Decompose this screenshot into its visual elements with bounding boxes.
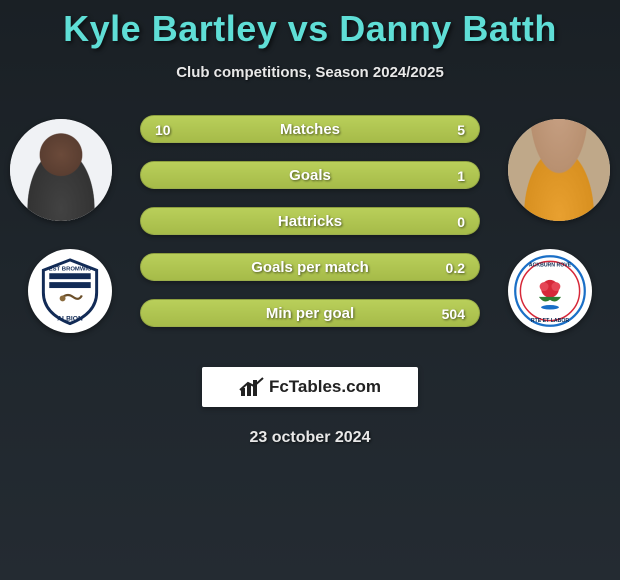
svg-text:ALBION: ALBION	[57, 316, 83, 323]
stat-label: Matches	[141, 116, 479, 142]
person-silhouette-icon	[10, 119, 112, 221]
site-brand-badge: FcTables.com	[202, 367, 418, 407]
bar-chart-icon	[239, 376, 265, 398]
comparison-panel: EST BROMWIC ALBION ACKBURN ROVE RTE ET L…	[0, 109, 620, 359]
stat-label: Goals per match	[141, 254, 479, 280]
stat-right-value: 5	[457, 116, 465, 142]
svg-text:RTE ET LABOR: RTE ET LABOR	[531, 318, 569, 324]
svg-text:EST BROMWIC: EST BROMWIC	[49, 266, 92, 272]
site-brand-text: FcTables.com	[269, 377, 381, 397]
stat-row: 10 Matches 5	[140, 115, 480, 143]
player-left-avatar	[10, 119, 112, 221]
stat-right-value: 0	[457, 208, 465, 234]
page-title: Kyle Bartley vs Danny Batth	[0, 0, 620, 50]
club-crest-icon: EST BROMWIC ALBION	[33, 254, 107, 328]
season-subtitle: Club competitions, Season 2024/2025	[0, 64, 620, 81]
stat-right-value: 1	[457, 162, 465, 188]
stat-label: Min per goal	[141, 300, 479, 326]
player-right-club-logo: ACKBURN ROVE RTE ET LABOR	[508, 249, 592, 333]
footer-date: 23 october 2024	[0, 429, 620, 447]
stat-label: Goals	[141, 162, 479, 188]
stat-right-value: 0.2	[446, 254, 465, 280]
player-right-avatar	[508, 119, 610, 221]
svg-text:ACKBURN ROVE: ACKBURN ROVE	[529, 263, 572, 269]
stat-bars: 10 Matches 5 Goals 1 Hattricks 0 Goals p…	[140, 115, 480, 345]
stat-row: Min per goal 504	[140, 299, 480, 327]
stat-label: Hattricks	[141, 208, 479, 234]
person-silhouette-icon	[508, 119, 610, 221]
stat-row: Goals 1	[140, 161, 480, 189]
stat-row: Goals per match 0.2	[140, 253, 480, 281]
player-left-club-logo: EST BROMWIC ALBION	[28, 249, 112, 333]
club-crest-icon: ACKBURN ROVE RTE ET LABOR	[513, 254, 587, 328]
stat-right-value: 504	[442, 300, 465, 326]
stat-row: Hattricks 0	[140, 207, 480, 235]
